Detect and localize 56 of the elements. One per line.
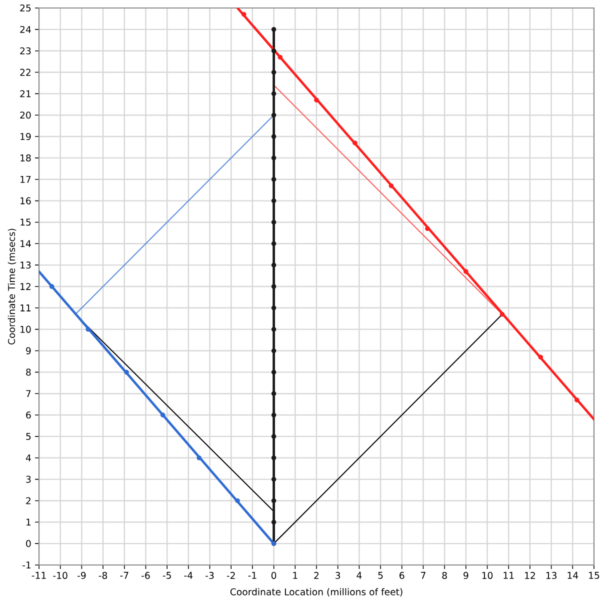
y-tick-label: 17 <box>20 176 31 183</box>
x-tick-label: 12 <box>525 572 535 579</box>
y-tick-label: 20 <box>20 112 31 119</box>
x-tick-label: 2 <box>314 572 319 579</box>
y-tick-label: 24 <box>20 26 31 33</box>
y-tick-label: 3 <box>26 476 31 483</box>
x-tick-label: -10 <box>53 572 68 579</box>
y-tick-label: 18 <box>20 154 31 162</box>
x-tick-label: -5 <box>162 572 171 579</box>
x-tick-label: -2 <box>226 572 235 579</box>
x-tick-label: -9 <box>78 572 86 579</box>
x-tick-label: 5 <box>378 572 383 579</box>
y-tick-label: 14 <box>20 240 31 248</box>
x-tick-label: 4 <box>356 572 362 579</box>
y-tick-label: 15 <box>20 218 31 226</box>
y-tick-label: 0 <box>26 540 31 548</box>
y-tick-label: 7 <box>26 390 31 398</box>
y-tick-label: 9 <box>26 347 31 354</box>
x-tick-label: -6 <box>142 572 150 579</box>
x-tick-label: -3 <box>206 572 214 579</box>
x-tick-label: 6 <box>400 572 404 579</box>
x-tick-label: 0 <box>271 572 276 579</box>
x-axis-title: Coordinate Location (millions of feet) <box>230 588 402 596</box>
x-tick-label: -11 <box>32 572 46 579</box>
y-tick-label: 23 <box>20 47 31 54</box>
x-tick-label: 8 <box>442 572 447 579</box>
y-tick-label: 12 <box>20 283 30 290</box>
x-tick-label: 9 <box>464 572 468 579</box>
x-tick-label: 1 <box>293 572 298 579</box>
x-tick-label: -4 <box>184 572 193 579</box>
y-tick-label: 19 <box>20 133 31 140</box>
y-tick-label: -1 <box>22 562 31 568</box>
x-tick-label: 15 <box>589 572 600 579</box>
x-tick-label: 14 <box>568 572 578 579</box>
y-tick-label: 16 <box>20 197 31 204</box>
y-tick-label: 13 <box>20 262 31 269</box>
x-tick-label: 10 <box>482 572 493 579</box>
x-tick-label: 11 <box>504 572 514 579</box>
y-tick-label: 1 <box>26 518 31 526</box>
y-tick-label: 2 <box>26 497 30 504</box>
y-tick-label: 6 <box>26 412 31 419</box>
y-tick-label: 8 <box>26 368 31 376</box>
y-tick-label: 22 <box>20 68 30 76</box>
x-tick-label: 13 <box>546 572 556 579</box>
y-tick-label: 5 <box>26 432 31 440</box>
y-tick-label: 4 <box>26 454 31 462</box>
y-tick-label: 11 <box>20 304 31 312</box>
x-tick-label: 7 <box>421 572 426 579</box>
x-tick-label: -8 <box>98 572 108 579</box>
y-tick-label: 25 <box>20 4 31 12</box>
y-tick-label: 21 <box>20 90 31 98</box>
x-tick-label: -7 <box>120 572 128 579</box>
y-axis-title: Coordinate Time (msecs) <box>8 228 16 344</box>
y-tick-label: 10 <box>20 326 31 333</box>
x-tick-label: 3 <box>336 572 340 579</box>
x-tick-label: -1 <box>248 572 256 579</box>
